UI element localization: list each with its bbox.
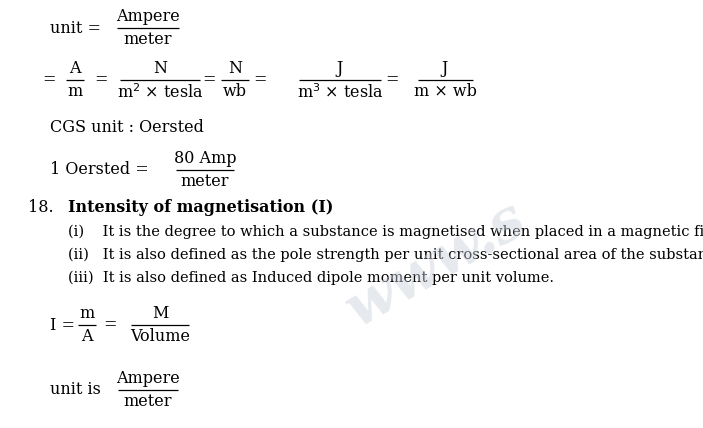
Text: =: = [103, 316, 117, 333]
Text: N: N [228, 60, 242, 77]
Text: wb: wb [223, 83, 247, 100]
Text: Intensity of magnetisation (I): Intensity of magnetisation (I) [68, 199, 333, 216]
Text: m × wb: m × wb [413, 83, 477, 100]
Text: M: M [152, 305, 168, 322]
Text: 80 Amp: 80 Amp [174, 150, 236, 167]
Text: 18.: 18. [28, 199, 53, 216]
Text: =: = [42, 71, 56, 89]
Text: www.s: www.s [336, 191, 536, 339]
Text: N: N [153, 60, 167, 77]
Text: =: = [253, 71, 266, 89]
Text: Ampere: Ampere [116, 370, 180, 387]
Text: unit =: unit = [50, 20, 106, 36]
Text: unit is: unit is [50, 381, 106, 398]
Text: (iii)  It is also defined as Induced dipole moment per unit volume.: (iii) It is also defined as Induced dipo… [68, 271, 554, 285]
Text: =: = [385, 71, 399, 89]
Text: m$^3$ × tesla: m$^3$ × tesla [297, 83, 383, 102]
Text: A: A [82, 328, 93, 345]
Text: meter: meter [124, 393, 172, 410]
Text: (ii)   It is also defined as the pole strength per unit cross-sectional area of : (ii) It is also defined as the pole stre… [68, 248, 703, 262]
Text: I =: I = [50, 316, 80, 333]
Text: m: m [79, 305, 95, 322]
Text: (i)    It is the degree to which a substance is magnetised when placed in a magn: (i) It is the degree to which a substanc… [68, 225, 703, 239]
Text: 1 Oersted =: 1 Oersted = [50, 161, 154, 178]
Text: m$^2$ × tesla: m$^2$ × tesla [117, 83, 203, 102]
Text: A: A [70, 60, 81, 77]
Text: meter: meter [124, 31, 172, 48]
Text: Volume: Volume [130, 328, 190, 345]
Text: meter: meter [181, 173, 229, 190]
Text: J: J [441, 60, 449, 77]
Text: =: = [202, 71, 216, 89]
Text: =: = [94, 71, 108, 89]
Text: CGS unit : Oersted: CGS unit : Oersted [50, 119, 204, 136]
Text: m: m [67, 83, 83, 100]
Text: J: J [337, 60, 343, 77]
Text: Ampere: Ampere [116, 8, 180, 25]
